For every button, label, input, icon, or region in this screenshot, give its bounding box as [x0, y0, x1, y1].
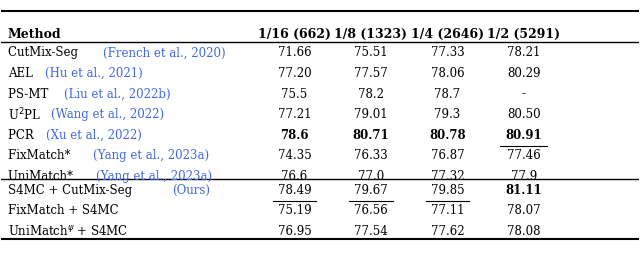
Text: 78.07: 78.07 — [507, 204, 541, 217]
Text: 76.95: 76.95 — [278, 225, 312, 238]
Text: 74.35: 74.35 — [278, 149, 312, 162]
Text: 77.46: 77.46 — [507, 149, 541, 162]
Text: 77.32: 77.32 — [431, 170, 464, 183]
Text: 78.6: 78.6 — [280, 129, 308, 142]
Text: 78.7: 78.7 — [435, 88, 461, 101]
Text: 1/8 (1323): 1/8 (1323) — [335, 27, 408, 41]
Text: 78.2: 78.2 — [358, 88, 384, 101]
Text: (Xu et al., 2022): (Xu et al., 2022) — [45, 129, 141, 142]
Text: AEL: AEL — [8, 67, 36, 80]
Text: 80.78: 80.78 — [429, 129, 466, 142]
Text: 79.85: 79.85 — [431, 184, 464, 197]
Text: 76.87: 76.87 — [431, 149, 464, 162]
Text: CutMix-Seg: CutMix-Seg — [8, 46, 81, 59]
Text: -: - — [522, 88, 526, 101]
Text: (Yang et al., 2023a): (Yang et al., 2023a) — [96, 170, 212, 183]
Text: 80.29: 80.29 — [507, 67, 541, 80]
Text: 78.49: 78.49 — [278, 184, 311, 197]
Text: PCR: PCR — [8, 129, 37, 142]
Text: Method: Method — [8, 27, 61, 41]
Text: 76.33: 76.33 — [354, 149, 388, 162]
Text: 77.20: 77.20 — [278, 67, 311, 80]
Text: 75.5: 75.5 — [282, 88, 308, 101]
Text: 78.08: 78.08 — [507, 225, 541, 238]
Text: 1/16 (662): 1/16 (662) — [258, 27, 331, 41]
Text: UniMatch$^{\psi}$ + S4MC: UniMatch$^{\psi}$ + S4MC — [8, 224, 128, 238]
Text: 77.9: 77.9 — [511, 170, 537, 183]
Text: (Hu et al., 2021): (Hu et al., 2021) — [45, 67, 142, 80]
Text: (Yang et al., 2023a): (Yang et al., 2023a) — [93, 149, 209, 162]
Text: (Liu et al., 2022b): (Liu et al., 2022b) — [65, 88, 171, 101]
Text: 75.51: 75.51 — [354, 46, 388, 59]
Text: 71.66: 71.66 — [278, 46, 311, 59]
Text: 77.54: 77.54 — [354, 225, 388, 238]
Text: 75.19: 75.19 — [278, 204, 311, 217]
Text: 76.6: 76.6 — [282, 170, 308, 183]
Text: 78.06: 78.06 — [431, 67, 464, 80]
Text: UniMatch*: UniMatch* — [8, 170, 77, 183]
Text: (French et al., 2020): (French et al., 2020) — [102, 46, 225, 59]
Text: 1/2 (5291): 1/2 (5291) — [487, 27, 561, 41]
Text: 79.67: 79.67 — [354, 184, 388, 197]
Text: 78.21: 78.21 — [508, 46, 541, 59]
Text: FixMatch + S4MC: FixMatch + S4MC — [8, 204, 118, 217]
Text: 1/4 (2646): 1/4 (2646) — [411, 27, 484, 41]
Text: 80.71: 80.71 — [353, 129, 389, 142]
Text: (Ours): (Ours) — [172, 184, 210, 197]
Text: (Wang et al., 2022): (Wang et al., 2022) — [51, 108, 164, 121]
Text: 77.0: 77.0 — [358, 170, 384, 183]
Text: S4MC + CutMix-Seg: S4MC + CutMix-Seg — [8, 184, 136, 197]
Text: 76.56: 76.56 — [354, 204, 388, 217]
Text: 77.33: 77.33 — [431, 46, 464, 59]
Text: 77.57: 77.57 — [354, 67, 388, 80]
Text: FixMatch*: FixMatch* — [8, 149, 74, 162]
Text: 77.11: 77.11 — [431, 204, 464, 217]
Text: 81.11: 81.11 — [506, 184, 542, 197]
Text: 77.21: 77.21 — [278, 108, 311, 121]
Text: 77.62: 77.62 — [431, 225, 464, 238]
Text: U$^2$PL: U$^2$PL — [8, 106, 41, 123]
Text: 80.50: 80.50 — [507, 108, 541, 121]
Text: PS-MT: PS-MT — [8, 88, 52, 101]
Text: 80.91: 80.91 — [506, 129, 542, 142]
Text: 79.3: 79.3 — [435, 108, 461, 121]
Text: 79.01: 79.01 — [354, 108, 388, 121]
